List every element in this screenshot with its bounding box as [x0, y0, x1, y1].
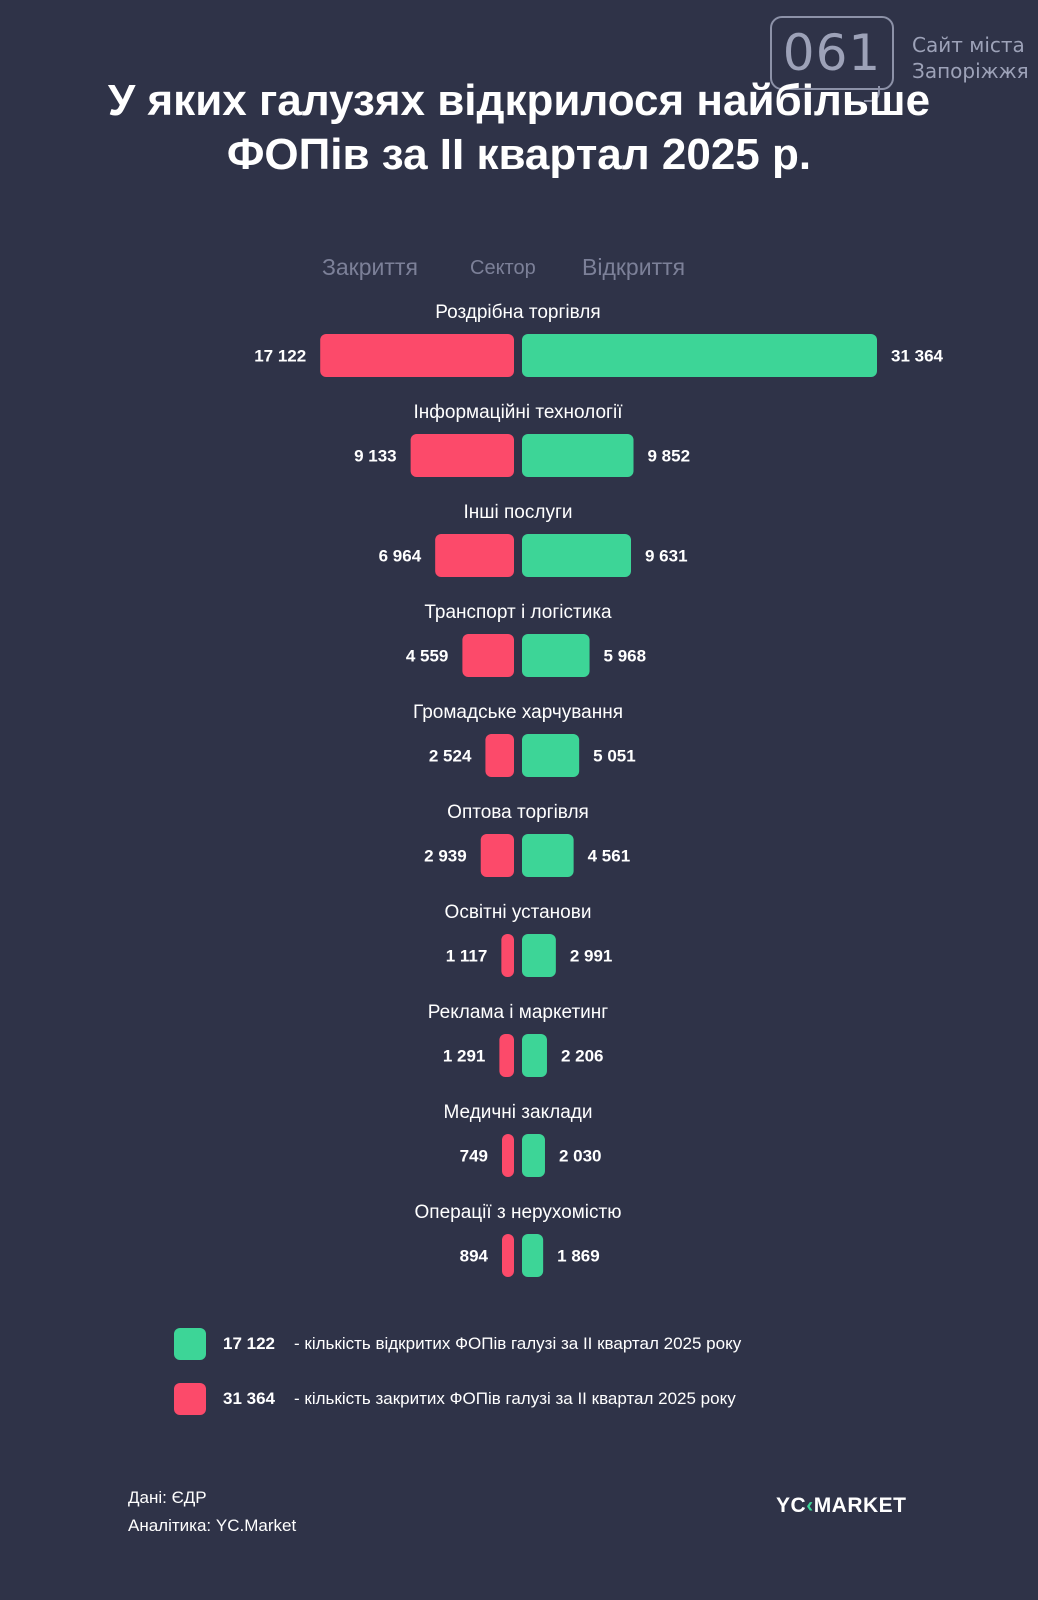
bar-opened — [522, 934, 556, 977]
legend-text-opened: - кількість відкритих ФОПів галузі за II… — [294, 1334, 742, 1353]
legend-number-opened: 17 122 — [223, 1334, 275, 1353]
bar-closed — [502, 1234, 514, 1277]
logo-caption: Сайт міста Запоріжжя — [912, 32, 1029, 84]
value-label-opened: 2 206 — [561, 1047, 604, 1066]
bar-opened — [522, 334, 877, 377]
value-label-opened: 9 631 — [645, 547, 688, 566]
bar-opened — [522, 1134, 545, 1177]
value-label-closed: 2 524 — [429, 747, 472, 766]
legend-number-closed: 31 364 — [223, 1389, 275, 1408]
value-label-closed: 2 939 — [424, 847, 467, 866]
sector-label: Реклама і маркетинг — [428, 1002, 608, 1023]
logo-caption-line1: Сайт міста — [912, 33, 1025, 57]
bar-opened — [522, 534, 632, 577]
sector-label: Транспорт і логістика — [424, 602, 612, 623]
bar-closed — [462, 634, 514, 677]
value-label-opened: 4 561 — [588, 847, 631, 866]
brand-part2: MARKET — [813, 1494, 907, 1517]
sector-label: Громадське харчування — [413, 702, 623, 723]
footer-source: Дані: ЄДР — [128, 1488, 207, 1507]
value-label-closed: 17 122 — [254, 347, 306, 366]
brand-part1: YC — [776, 1494, 807, 1517]
value-label-opened: 1 869 — [557, 1247, 600, 1266]
value-label-opened: 5 051 — [593, 747, 636, 766]
sector-label: Медичні заклади — [444, 1102, 593, 1123]
logo-tail-decoration — [864, 86, 880, 102]
bar-closed — [501, 934, 514, 977]
legend-swatch-closed — [174, 1383, 206, 1415]
bar-closed — [320, 334, 514, 377]
legend-text-closed: - кількість закритих ФОПів галузі за II … — [294, 1389, 736, 1408]
logo-caption-line2: Запоріжжя — [912, 59, 1029, 83]
value-label-opened: 31 364 — [891, 347, 944, 366]
value-label-opened: 2 030 — [559, 1147, 602, 1166]
bar-opened — [522, 1034, 547, 1077]
chart-title-line2: ФОПів за II квартал 2025 р. — [226, 130, 812, 179]
brand-dot: ‹ — [806, 1494, 814, 1517]
site-logo[interactable]: 061 — [770, 16, 894, 90]
value-label-closed: 1 117 — [446, 947, 488, 966]
bar-opened — [522, 734, 580, 777]
bar-opened — [522, 434, 634, 477]
brand-logo[interactable]: YC‹MARKET — [776, 1494, 907, 1518]
sector-label: Роздрібна торгівля — [435, 302, 600, 323]
sector-label: Операції з нерухомістю — [415, 1202, 622, 1223]
bar-closed — [502, 1134, 514, 1177]
bar-opened — [522, 634, 590, 677]
column-header-sector: Сектор — [470, 257, 536, 279]
bar-opened — [522, 1234, 544, 1277]
butterfly-bar-chart: Роздрібна торгівля 17 122 31 364 Інформацій… — [254, 302, 944, 1277]
bar-closed — [480, 834, 514, 877]
logo-number: 061 — [782, 24, 882, 82]
value-label-closed: 1 291 — [443, 1047, 486, 1066]
value-label-opened: 5 968 — [604, 647, 647, 666]
bar-closed — [410, 434, 514, 477]
value-label-closed: 9 133 — [354, 447, 397, 466]
sector-label: Оптова торгівля — [447, 802, 589, 823]
value-label-closed: 4 559 — [406, 647, 449, 666]
bar-closed — [499, 1034, 514, 1077]
value-label-opened: 2 991 — [570, 947, 613, 966]
sector-label: Інші послуги — [464, 502, 573, 523]
value-label-closed: 894 — [460, 1247, 489, 1266]
value-label-closed: 749 — [460, 1147, 488, 1166]
chart-title: У яких галузях відкрилося найбільше ФОПі… — [0, 74, 1038, 182]
bar-closed — [435, 534, 514, 577]
bar-closed — [485, 734, 514, 777]
value-label-closed: 6 964 — [379, 547, 422, 566]
column-header-opened: Відкриття — [582, 254, 686, 280]
chart-title-line1: У яких галузях відкрилося найбільше — [107, 76, 931, 125]
legend-swatch-opened — [174, 1328, 206, 1360]
value-label-opened: 9 852 — [648, 447, 691, 466]
bar-opened — [522, 834, 574, 877]
sector-label: Освітні установи — [445, 902, 592, 923]
footer-analytics: Аналітика: YC.Market — [128, 1516, 297, 1535]
column-header-closed: Закриття — [322, 254, 418, 280]
footer-sources: Дані: ЄДР Аналітика: YC.Market — [128, 1484, 296, 1540]
sector-label: Інформаційні технології — [414, 402, 624, 423]
